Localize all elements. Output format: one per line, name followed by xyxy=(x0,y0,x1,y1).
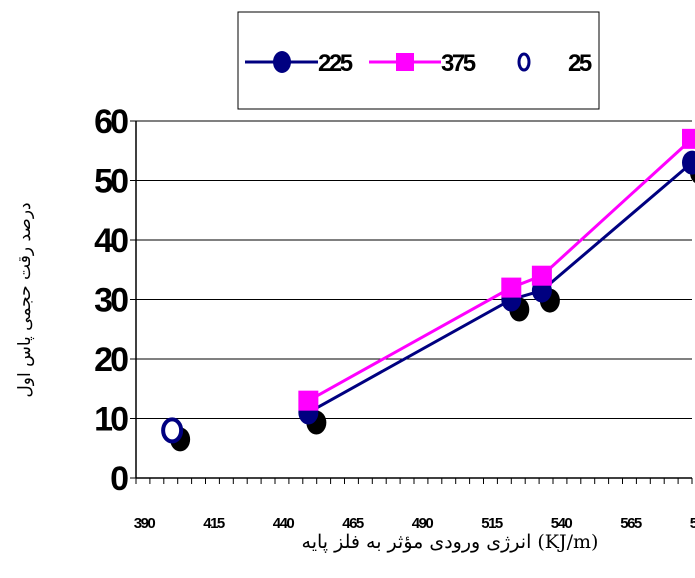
x-tick-labels: 390 415 440 465 490 515 540 565 590 xyxy=(134,515,695,532)
legend-item-25-label: 25 xyxy=(568,50,592,77)
series-25-point-0 xyxy=(161,417,184,444)
legend: 225 375 25 xyxy=(237,11,600,110)
y-tick-label-30: 30 xyxy=(94,282,128,320)
series-375-point-1 xyxy=(501,277,522,298)
series-layer xyxy=(161,128,695,452)
y-tick-label-40: 40 xyxy=(94,222,128,260)
y-tick-labels: 0 10 20 30 40 50 60 xyxy=(94,103,131,498)
axes xyxy=(130,120,693,484)
series-375-point-0 xyxy=(298,390,319,411)
series-375-line xyxy=(307,137,694,402)
x-tick-label-590: 590 xyxy=(690,515,695,532)
legend-item-225-label: 225 xyxy=(318,50,353,77)
y-axis-label: درصد رقت حجمی پاس اول xyxy=(15,202,35,397)
x-tick-label-390: 390 xyxy=(134,515,156,532)
x-tick-label-490: 490 xyxy=(412,515,434,532)
legend-item-225-marker xyxy=(273,51,291,73)
x-tick-label-465: 465 xyxy=(342,515,364,532)
legend-item-375-marker xyxy=(396,53,414,71)
y-tick-label-60: 60 xyxy=(94,103,128,141)
x-tick-label-515: 515 xyxy=(481,515,503,532)
x-tick-label-565: 565 xyxy=(620,515,642,532)
series-225-line xyxy=(307,161,693,414)
y-tick-label-50: 50 xyxy=(94,163,128,201)
series-375-point-2 xyxy=(531,265,552,286)
y-tick-label-0: 0 xyxy=(110,460,128,498)
y-tick-label-10: 10 xyxy=(94,401,128,439)
x-axis-label: انرژی ورودی مؤثر به فلز پایه (KJ/m) xyxy=(302,531,599,553)
x-tick-label-440: 440 xyxy=(273,515,295,532)
gridlines xyxy=(136,120,692,419)
x-tick-label-415: 415 xyxy=(203,515,225,532)
x-tick-label-540: 540 xyxy=(551,515,573,532)
legend-item-25-marker xyxy=(517,52,531,72)
y-tick-label-20: 20 xyxy=(94,341,128,379)
series-375-point-3 xyxy=(682,128,695,149)
series-225-point-3 xyxy=(682,150,695,175)
legend-item-375-label: 375 xyxy=(441,50,476,77)
